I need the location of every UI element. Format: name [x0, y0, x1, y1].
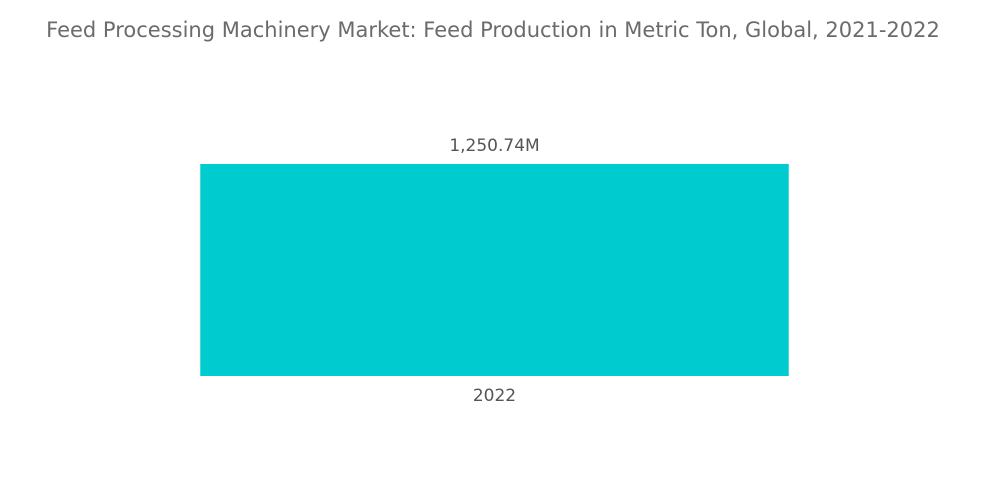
bar — [200, 164, 789, 376]
x-tick-label: 2022 — [473, 386, 516, 406]
data-label: 1,250.74M — [449, 136, 539, 156]
chart-title: Feed Processing Machinery Market: Feed P… — [46, 18, 940, 42]
